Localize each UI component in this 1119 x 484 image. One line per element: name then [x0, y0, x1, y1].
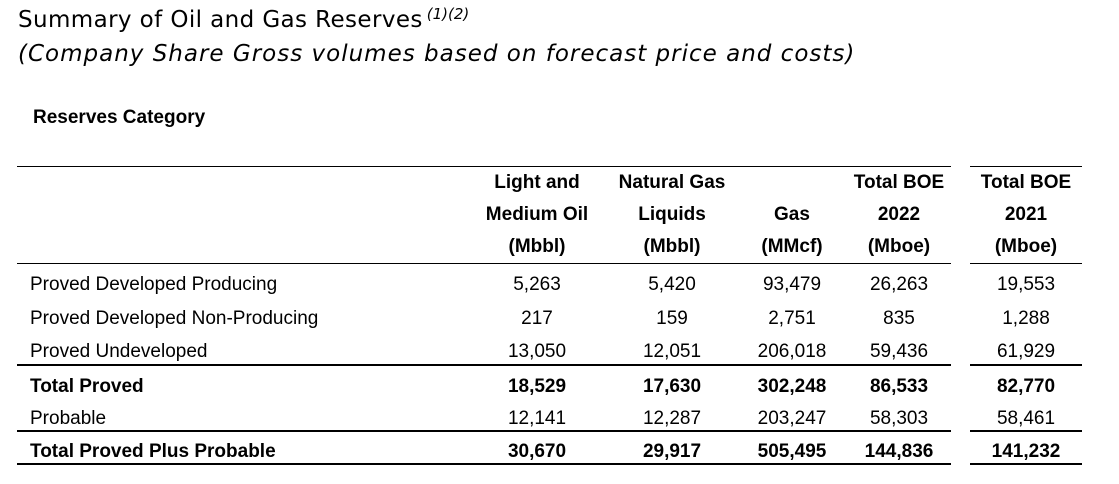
- table-row-proved-developed-producing: Proved Developed Producing 5,263 5,420 9…: [17, 264, 951, 298]
- reserves-summary-table: Light and Medium Oil (Mbbl) Natural Gas …: [17, 166, 951, 465]
- cell-value: 217: [521, 308, 553, 329]
- header-line: 2022: [877, 204, 921, 225]
- cell-value: 159: [656, 308, 688, 329]
- header-line: Light and: [494, 172, 580, 193]
- header-line: Liquids: [638, 204, 706, 225]
- header-line: Natural Gas: [618, 172, 726, 193]
- header-line: (Mbbl): [643, 236, 701, 257]
- header-line: Total BOE: [980, 172, 1072, 193]
- page-title: Summary of Oil and Gas Reserves (1)(2): [18, 4, 855, 39]
- cell-value: 29,917: [642, 440, 702, 462]
- cell-value: 203,247: [757, 407, 827, 429]
- side-row: 82,770: [970, 366, 1082, 399]
- table-row-total-proved: Total Proved 18,529 17,630 302,248 86,53…: [17, 366, 951, 399]
- cell-value: 1,288: [1002, 308, 1050, 329]
- cell-value: 2,751: [768, 308, 816, 329]
- cell-value: 835: [883, 308, 915, 329]
- cell-value: 5,263: [513, 274, 561, 295]
- header-line: (Mboe): [994, 236, 1058, 257]
- side-row: 1,288: [970, 298, 1082, 332]
- cell-value: 58,461: [996, 407, 1056, 429]
- header-line: Gas: [774, 204, 810, 225]
- cell-value: 19,553: [996, 274, 1056, 295]
- page-subtitle: (Company Share Gross volumes based on fo…: [18, 41, 856, 67]
- cell-value: 12,287: [642, 407, 702, 429]
- header-spacer: [17, 167, 467, 263]
- header-line: (MMcf): [761, 236, 823, 257]
- cell-value: 144,836: [864, 440, 934, 462]
- header-line: (Mbbl): [508, 236, 566, 257]
- cell-value: 30,670: [507, 440, 567, 462]
- side-header-row: Total BOE 2021 (Mboe): [970, 166, 1082, 264]
- column-header-natural-gas-liquids: Natural Gas Liquids (Mbbl): [607, 167, 737, 263]
- cell-value: 206,018: [757, 341, 827, 362]
- column-header-total-boe-2021: Total BOE 2021 (Mboe): [970, 167, 1082, 263]
- cell-value: 26,263: [869, 274, 929, 295]
- row-label: Proved Developed Producing: [30, 274, 278, 295]
- header-line: Medium Oil: [485, 204, 589, 225]
- cell-value: 13,050: [507, 341, 567, 362]
- cell-value: 58,303: [869, 407, 929, 429]
- cell-value: 61,929: [996, 341, 1056, 362]
- cell-value: 82,770: [996, 375, 1056, 397]
- cell-value: 141,232: [991, 440, 1061, 462]
- row-label: Total Proved Plus Probable: [30, 440, 276, 462]
- header-line: Total BOE: [853, 172, 945, 193]
- table-row-total-proved-plus-probable: Total Proved Plus Probable 30,670 29,917…: [17, 432, 951, 465]
- table-row-proved-developed-non-producing: Proved Developed Non-Producing 217 159 2…: [17, 298, 951, 332]
- row-label: Proved Developed Non-Producing: [30, 308, 319, 329]
- header-line: (Mboe): [867, 236, 931, 257]
- side-row: 141,232: [970, 432, 1082, 465]
- cell-value: 5,420: [648, 274, 696, 295]
- column-header-light-medium-oil: Light and Medium Oil (Mbbl): [467, 167, 607, 263]
- cell-value: 93,479: [762, 274, 822, 295]
- cell-value: 17,630: [642, 375, 702, 397]
- cell-value: 302,248: [757, 375, 827, 397]
- cell-value: 86,533: [869, 375, 929, 397]
- side-row: 58,461: [970, 399, 1082, 432]
- cell-value: 18,529: [507, 375, 567, 397]
- table-header-row: Light and Medium Oil (Mbbl) Natural Gas …: [17, 166, 951, 264]
- side-row: 19,553: [970, 264, 1082, 298]
- cell-value: 505,495: [757, 440, 827, 462]
- header-line: [737, 167, 847, 199]
- side-row: 61,929: [970, 332, 1082, 366]
- reserves-category-label: Reserves Category: [33, 107, 206, 128]
- table-row-proved-undeveloped: Proved Undeveloped 13,050 12,051 206,018…: [17, 332, 951, 366]
- footnote-superscript: (1)(2): [426, 5, 470, 23]
- header-line: 2021: [1004, 204, 1048, 225]
- page-title-text: Summary of Oil and Gas Reserves: [18, 7, 423, 33]
- cell-value: 12,141: [507, 407, 567, 429]
- column-header-gas: Gas (MMcf): [737, 167, 847, 263]
- total-boe-2021-column: Total BOE 2021 (Mboe) 19,553 1,288 61,92…: [970, 166, 1082, 465]
- row-label: Total Proved: [30, 375, 144, 397]
- cell-value: 12,051: [642, 341, 702, 362]
- row-label: Probable: [30, 407, 107, 429]
- cell-value: 59,436: [869, 341, 929, 362]
- column-header-total-boe-2022: Total BOE 2022 (Mboe): [847, 167, 951, 263]
- table-row-probable: Probable 12,141 12,287 203,247 58,303: [17, 399, 951, 432]
- title-block: Summary of Oil and Gas Reserves (1)(2) (C…: [18, 4, 855, 70]
- row-label: Proved Undeveloped: [30, 341, 208, 362]
